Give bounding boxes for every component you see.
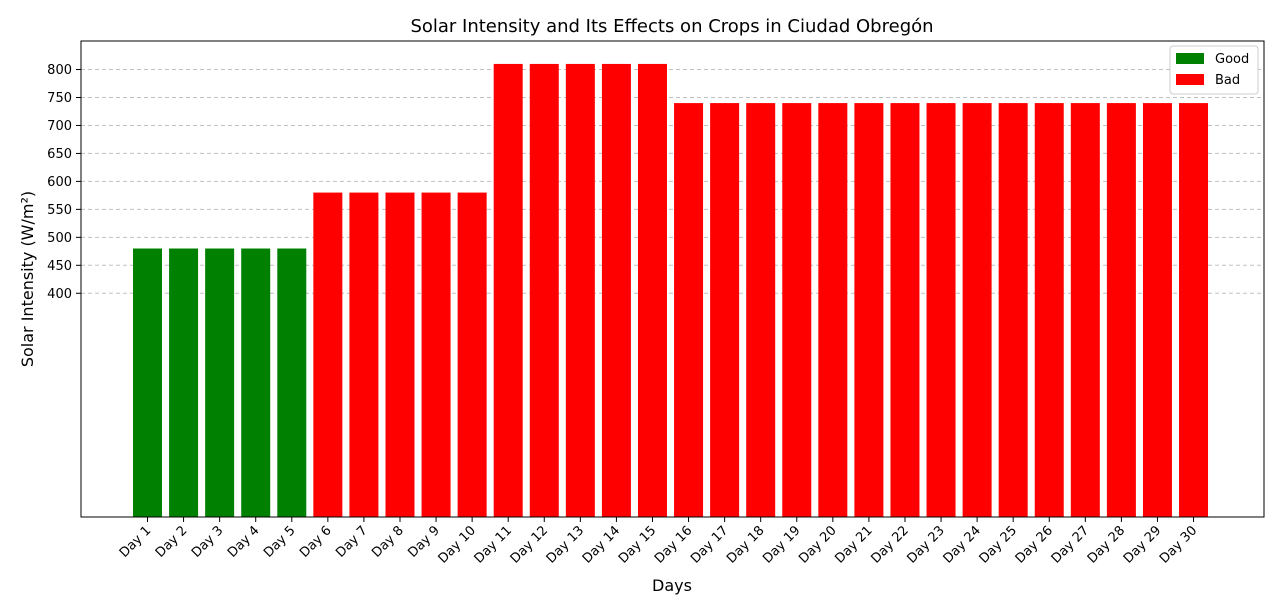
x-tick-label: Day 25 <box>977 523 1020 566</box>
legend: Good Bad <box>1169 45 1259 95</box>
bar-29 <box>1142 103 1172 517</box>
x-tick-label: Day 24 <box>941 523 984 566</box>
bar-27 <box>1070 103 1100 517</box>
plot-area-frame <box>80 40 1265 518</box>
bar-28 <box>1106 103 1136 517</box>
x-tick-label: Day 27 <box>1049 523 1092 566</box>
bar-14 <box>601 63 631 518</box>
x-tick-label: Day 20 <box>796 523 839 566</box>
bar-4 <box>241 248 271 517</box>
x-tick-label: Day 29 <box>1121 523 1164 566</box>
x-axis-label: Days <box>652 576 692 595</box>
x-tick-label: Day 18 <box>724 523 767 566</box>
x-tick-label: Day 28 <box>1085 523 1128 566</box>
y-tick-label: 450 <box>47 259 72 274</box>
y-tick-label: 700 <box>47 119 72 134</box>
x-tick-label: Day 5 <box>261 523 299 561</box>
x-tick-label: Day 1 <box>117 523 155 561</box>
x-tick-label: Day 2 <box>153 523 191 561</box>
bar-25 <box>998 103 1028 517</box>
x-tick-label: Day 22 <box>868 523 911 566</box>
bar-9 <box>421 192 451 517</box>
bar-10 <box>457 192 487 517</box>
bar-16 <box>674 103 704 517</box>
chart-title: Solar Intensity and Its Effects on Crops… <box>410 16 933 37</box>
y-tick-label: 400 <box>47 287 72 302</box>
y-tick-label: 550 <box>47 203 72 218</box>
bar-17 <box>710 103 740 517</box>
x-tick-label: Day 26 <box>1013 523 1056 566</box>
bar-2 <box>169 248 199 517</box>
bar-6 <box>313 192 343 517</box>
bars-layer <box>133 63 1209 518</box>
x-tick-label: Day 3 <box>189 523 227 561</box>
y-tick-label: 600 <box>47 175 72 190</box>
x-tick-label: Day 21 <box>832 523 875 566</box>
x-tick-label: Day 4 <box>225 523 263 561</box>
y-tick-label: 750 <box>47 91 72 106</box>
bar-26 <box>1034 103 1064 517</box>
bar-30 <box>1179 103 1209 517</box>
y-axis-label: Solar Intensity (W/m²) <box>18 191 37 367</box>
y-tick-label: 650 <box>47 147 72 162</box>
x-tick-label: Day 30 <box>1157 523 1200 566</box>
x-tick-label: Day 10 <box>436 523 479 566</box>
x-tick-label: Day 13 <box>544 523 587 566</box>
bar-21 <box>854 103 884 517</box>
bar-3 <box>205 248 235 517</box>
bar-24 <box>962 103 992 517</box>
bar-15 <box>637 63 667 518</box>
bar-22 <box>890 103 920 517</box>
y-tick-label: 500 <box>47 231 72 246</box>
x-tick-label: Day 19 <box>760 523 803 566</box>
bar-13 <box>565 63 595 518</box>
bar-8 <box>385 192 415 517</box>
bar-7 <box>349 192 379 517</box>
bar-12 <box>529 63 559 518</box>
bar-18 <box>746 103 776 517</box>
x-tick-label: Day 14 <box>580 523 623 566</box>
x-tick-label: Day 12 <box>508 523 551 566</box>
bar-19 <box>782 103 812 517</box>
bar-1 <box>133 248 162 517</box>
x-tick-label: Day 11 <box>472 523 515 566</box>
legend-swatch-bad <box>1176 74 1204 85</box>
y-tick-label: 800 <box>47 63 72 78</box>
bar-20 <box>818 103 848 517</box>
x-tick-label: Day 16 <box>652 523 695 566</box>
x-tick-label: Day 6 <box>297 523 335 561</box>
legend-swatch-good <box>1176 53 1204 64</box>
legend-label-good: Good <box>1215 52 1249 67</box>
bar-23 <box>926 103 956 517</box>
legend-label-bad: Bad <box>1215 73 1240 88</box>
x-tick-label: Day 17 <box>688 523 731 566</box>
bar-5 <box>277 248 307 517</box>
x-tick-label: Day 8 <box>369 523 407 561</box>
x-tick-label: Day 15 <box>616 523 659 566</box>
bar-11 <box>493 63 523 518</box>
x-tick-label: Day 23 <box>904 523 947 566</box>
y-axis-ticks: 400 450 500 550 600 650 700 750 800 <box>47 63 81 302</box>
x-tick-label: Day 7 <box>333 523 371 561</box>
